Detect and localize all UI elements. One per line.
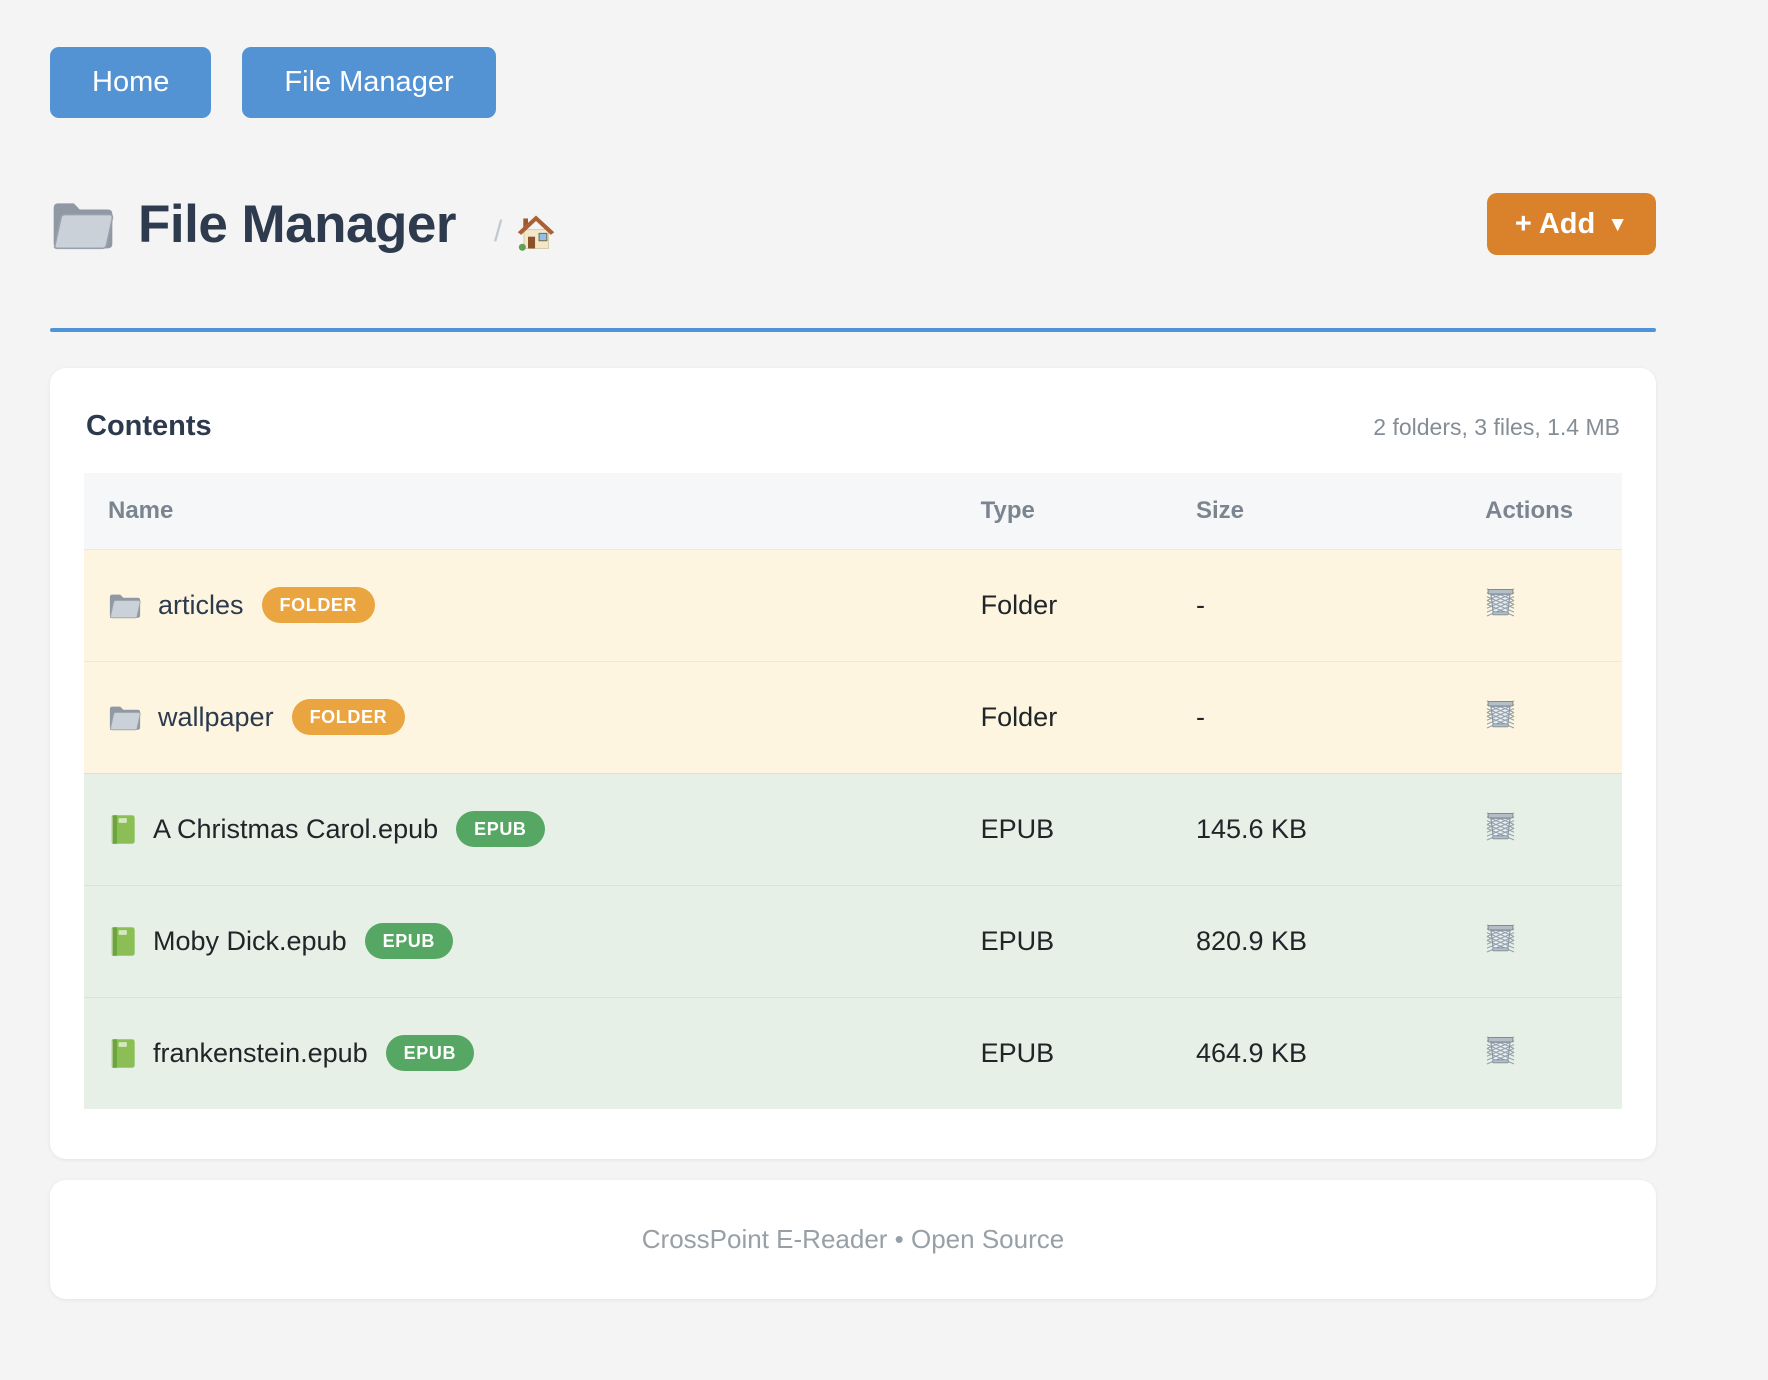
breadcrumb: /	[494, 213, 556, 251]
page-header: File Manager / + Add ▼	[50, 168, 1656, 280]
contents-card-header: Contents 2 folders, 3 files, 1.4 MB	[84, 410, 1622, 443]
table-body: articles FOLDER Folder - wallpaper FOLDE…	[84, 548, 1622, 1109]
delete-button[interactable]	[1485, 585, 1516, 618]
contents-table: Name Type Size Actions articles FOLDER F…	[84, 473, 1622, 1109]
table-row: frankenstein.epub EPUB EPUB 464.9 KB	[84, 996, 1622, 1109]
file-type: Folder	[980, 660, 1196, 773]
type-badge: EPUB	[385, 1035, 475, 1072]
name-cell: Moby Dick.epub EPUB	[84, 923, 981, 959]
delete-button[interactable]	[1485, 809, 1516, 842]
footer: CrossPoint E-Reader • Open Source	[50, 1180, 1656, 1299]
add-button-label: + Add	[1514, 207, 1596, 240]
title-underline	[50, 328, 1656, 332]
top-nav: Home File Manager	[50, 0, 1656, 118]
green-book-icon	[108, 1038, 137, 1069]
table-header-row: Name Type Size Actions	[84, 473, 1622, 549]
page: Home File Manager File Manager / + Add ▼…	[50, 0, 1656, 1299]
file-size: 464.9 KB	[1195, 996, 1486, 1109]
column-header-size: Size	[1195, 473, 1486, 549]
file-manager-button[interactable]: File Manager	[242, 47, 496, 118]
green-book-icon	[108, 926, 137, 957]
page-title: File Manager	[138, 194, 456, 254]
type-badge: EPUB	[456, 811, 545, 847]
green-book-icon	[108, 814, 137, 845]
file-size: -	[1195, 660, 1486, 773]
file-size: 820.9 KB	[1195, 884, 1486, 997]
file-name[interactable]: frankenstein.epub	[153, 1037, 368, 1068]
file-name[interactable]: wallpaper	[158, 701, 274, 732]
caret-down-icon: ▼	[1607, 213, 1628, 236]
table-row: A Christmas Carol.epub EPUB EPUB 145.6 K…	[84, 772, 1622, 885]
delete-button[interactable]	[1485, 921, 1516, 954]
trash-icon	[1485, 1033, 1516, 1066]
trash-icon	[1485, 921, 1516, 954]
folder-icon	[108, 591, 142, 620]
file-name[interactable]: Moby Dick.epub	[153, 925, 347, 956]
file-size: 145.6 KB	[1195, 772, 1486, 885]
file-type: EPUB	[980, 772, 1196, 885]
contents-card: Contents 2 folders, 3 files, 1.4 MB Name…	[50, 368, 1656, 1159]
table-row: wallpaper FOLDER Folder -	[84, 660, 1622, 773]
footer-text: CrossPoint E-Reader • Open Source	[641, 1224, 1065, 1254]
house-icon[interactable]	[516, 213, 556, 251]
column-header-name: Name	[84, 473, 981, 549]
trash-icon	[1485, 585, 1516, 618]
title-wrap: File Manager /	[50, 194, 556, 255]
file-type: Folder	[980, 548, 1196, 661]
name-cell: wallpaper FOLDER	[84, 699, 981, 735]
column-header-actions: Actions	[1485, 473, 1622, 549]
folder-icon	[50, 197, 116, 252]
folder-icon	[108, 703, 142, 732]
delete-button[interactable]	[1485, 697, 1516, 730]
delete-button[interactable]	[1485, 1033, 1516, 1066]
file-size: -	[1195, 548, 1486, 661]
table-row: articles FOLDER Folder -	[84, 548, 1622, 661]
type-badge: EPUB	[364, 923, 454, 959]
add-button[interactable]: + Add ▼	[1486, 193, 1656, 255]
type-badge: FOLDER	[261, 587, 376, 623]
name-cell: A Christmas Carol.epub EPUB	[84, 811, 981, 847]
file-type: EPUB	[980, 884, 1196, 997]
table-row: Moby Dick.epub EPUB EPUB 820.9 KB	[84, 884, 1622, 997]
contents-heading: Contents	[86, 410, 212, 442]
trash-icon	[1485, 809, 1516, 842]
file-name[interactable]: A Christmas Carol.epub	[153, 813, 439, 844]
breadcrumb-separator: /	[493, 215, 503, 248]
column-header-type: Type	[980, 473, 1196, 549]
contents-summary: 2 folders, 3 files, 1.4 MB	[1373, 414, 1620, 440]
name-cell: articles FOLDER	[84, 587, 981, 623]
trash-icon	[1485, 697, 1516, 730]
file-name[interactable]: articles	[158, 589, 244, 620]
name-cell: frankenstein.epub EPUB	[84, 1035, 981, 1072]
file-type: EPUB	[980, 996, 1196, 1109]
type-badge: FOLDER	[291, 699, 406, 735]
home-button[interactable]: Home	[50, 47, 212, 118]
